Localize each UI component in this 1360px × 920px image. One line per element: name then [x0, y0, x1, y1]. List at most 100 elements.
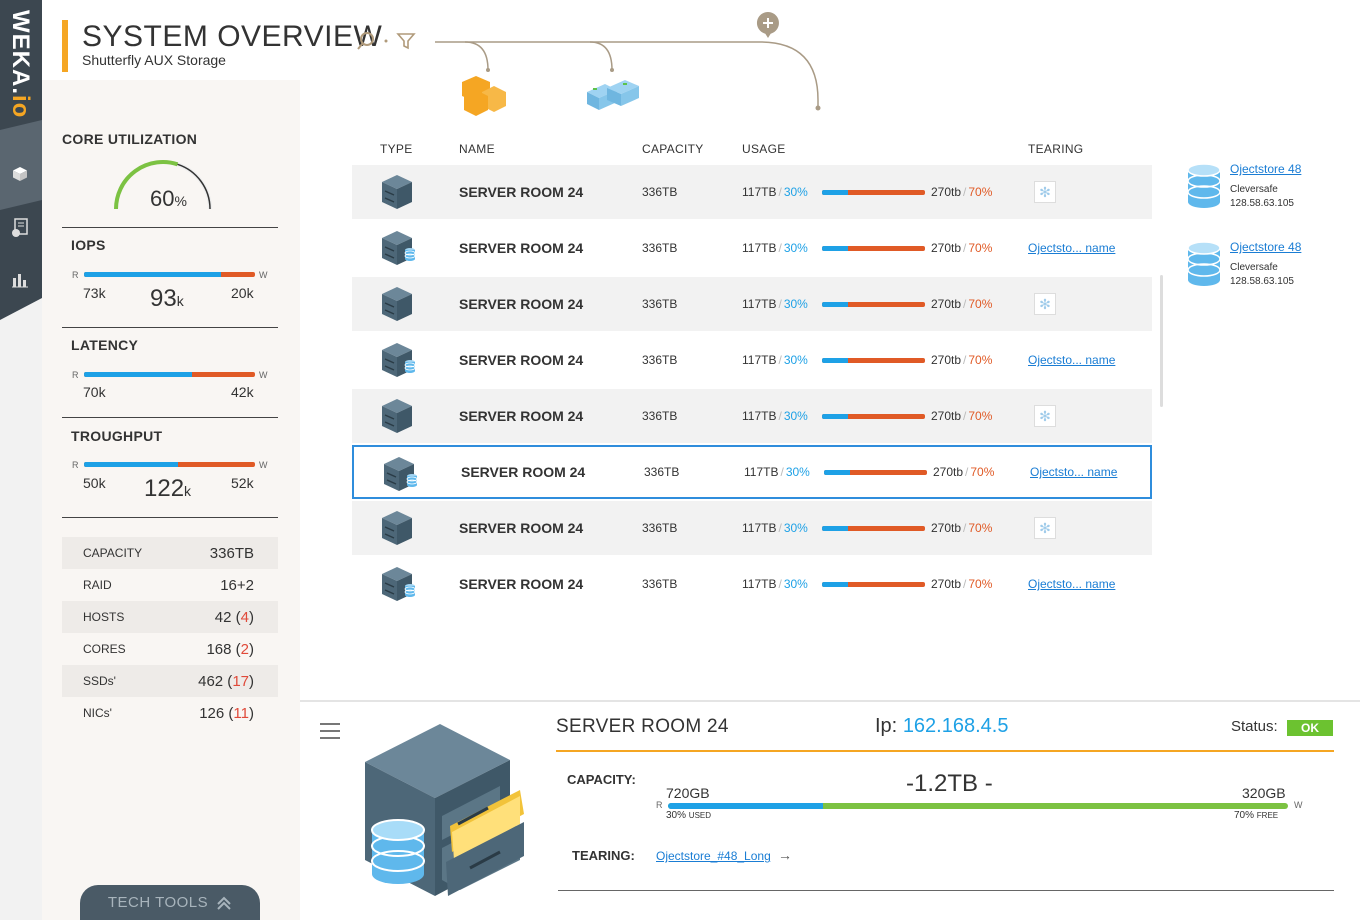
stats-value: 336TB [209, 544, 254, 562]
row-type [380, 455, 418, 493]
column-header-tiering[interactable]: TEARING [1028, 142, 1084, 156]
table-row[interactable]: SERVER ROOM 24 336TB 117TB/30% 270tb/70% Oje… [352, 333, 1152, 387]
stats-label: CAPACITY [83, 546, 143, 560]
gear-icon[interactable]: ✻ [1034, 293, 1056, 315]
row-tiering-link[interactable]: Ojectsto... name [1030, 465, 1118, 479]
cluster-node-icon[interactable] [462, 76, 508, 116]
stats-warning-count: 11 [233, 704, 249, 722]
row-capacity: 336TB [642, 353, 678, 367]
row-capacity: 336TB [642, 241, 678, 255]
column-header-type[interactable]: TYPE [380, 142, 413, 156]
stats-row-raid: RAID 16+2 [62, 569, 278, 601]
object-store-item[interactable]: Ojectstore 48 Cleversafe 128.58.63.105 [1186, 162, 1346, 222]
iops-read-marker: R [72, 270, 79, 280]
row-usage-fill [822, 301, 848, 307]
row-tiering-link[interactable]: Ojectsto... name [1028, 241, 1116, 255]
detail-tiering-link[interactable]: Ojectstore_#48_Long [656, 849, 771, 863]
stats-label: CORES [83, 642, 126, 656]
row-free: 270tb/70% [931, 577, 993, 591]
row-usage-fill [822, 581, 848, 587]
bar-chart-icon [12, 274, 28, 288]
storage-servers-icon[interactable] [585, 78, 641, 112]
stats-row-nics: NICs' 126 (11) [62, 697, 278, 729]
rail-cube-button[interactable] [6, 160, 34, 188]
row-usage-bar [822, 189, 925, 195]
detail-capacity-label: CAPACITY: [567, 772, 636, 787]
row-capacity: 336TB [642, 577, 678, 591]
latency-label: LATENCY [71, 337, 139, 353]
row-tiering-link[interactable]: Ojectsto... name [1028, 353, 1116, 367]
core-utilization-gauge [114, 160, 212, 210]
stats-value: 462 (17) [198, 672, 254, 690]
table-row[interactable]: SERVER ROOM 24 336TB 117TB/30% 270tb/70% ✻ [352, 389, 1152, 443]
row-free: 270tb/70% [931, 521, 993, 535]
row-usage-bar [822, 581, 925, 587]
iops-write-value: 20k [231, 285, 254, 301]
gear-icon[interactable]: ✻ [1034, 405, 1056, 427]
detail-read-marker: R [656, 800, 663, 810]
iops-label: IOPS [71, 237, 106, 253]
row-usage-fill [822, 189, 848, 195]
object-store-item[interactable]: Ojectstore 48 Cleversafe 128.58.63.105 [1186, 240, 1346, 300]
table-row[interactable]: SERVER ROOM 24 336TB 117TB/30% 270tb/70% Oje… [352, 221, 1152, 275]
divider [62, 417, 278, 418]
table-row[interactable]: SERVER ROOM 24 336TB 117TB/30% 270tb/70% ✻ [352, 277, 1152, 331]
tech-tools-label: TECH TOOLS [107, 894, 209, 911]
object-store-ip: 128.58.63.105 [1230, 198, 1294, 209]
table-row[interactable]: SERVER ROOM 24 336TB 117TB/30% 270tb/70% ✻ [352, 501, 1152, 555]
stats-warning-count: 2 [240, 640, 249, 658]
detail-capacity-used-fill [668, 803, 823, 809]
rail-stats-button[interactable] [6, 266, 34, 294]
filter-icon[interactable] [395, 30, 417, 52]
system-stats-table: CAPACITY 336TB RAID 16+2 HOSTS 42 (4) CORES… [62, 537, 278, 729]
detail-capacity-free: 320GB [1242, 785, 1286, 801]
page-title: SYSTEM OVERVIEW [82, 20, 383, 53]
double-chevron-up-icon [217, 896, 231, 910]
column-header-name[interactable]: NAME [459, 142, 495, 156]
topology-diagram [435, 41, 821, 111]
search-icon[interactable] [355, 30, 377, 52]
table-row[interactable]: SERVER ROOM 24 336TB 117TB/30% 270tb/70% Oje… [352, 445, 1152, 499]
row-tiering-link[interactable]: Ojectsto... name [1028, 577, 1116, 591]
object-store-name[interactable]: Ojectstore 48 [1230, 162, 1302, 176]
row-type [378, 173, 416, 211]
divider [62, 327, 278, 328]
object-store-name[interactable]: Ojectstore 48 [1230, 240, 1302, 254]
row-free: 270tb/70% [931, 297, 993, 311]
detail-used-percent: 30% USED [666, 810, 712, 821]
row-name: SERVER ROOM 24 [459, 352, 584, 368]
throughput-write-value: 52k [231, 475, 254, 491]
stats-row-hosts: HOSTS 42 (4) [62, 601, 278, 633]
row-type [378, 397, 416, 435]
gear-icon[interactable]: ✻ [1034, 181, 1056, 203]
rail-dark-band [0, 0, 42, 320]
rail-servers-button[interactable] [6, 214, 34, 242]
server-cabinet-illustration [365, 724, 524, 896]
stats-panel [42, 0, 300, 920]
row-name: SERVER ROOM 24 [459, 576, 584, 592]
add-node-icon[interactable] [755, 10, 781, 40]
row-free: 270tb/70% [931, 185, 993, 199]
hamburger-menu-icon[interactable] [320, 722, 342, 740]
table-row[interactable]: SERVER ROOM 24 336TB 117TB/30% 270tb/70% ✻ [352, 165, 1152, 219]
latency-write-value: 42k [231, 384, 254, 400]
column-header-capacity[interactable]: CAPACITY [642, 142, 704, 156]
tech-tools-button[interactable]: TECH TOOLS [80, 885, 260, 920]
table-scrollbar[interactable] [1160, 275, 1163, 407]
arrow-right-icon[interactable]: → [778, 847, 792, 863]
gear-icon[interactable]: ✻ [1034, 517, 1056, 539]
detail-ip-value: 162.168.4.5 [902, 715, 1009, 737]
row-type [378, 509, 416, 547]
latency-write-marker: W [259, 370, 268, 380]
row-usage-fill [822, 413, 848, 419]
database-icon [1187, 163, 1221, 208]
table-row[interactable]: SERVER ROOM 24 336TB 117TB/30% 270tb/70% Oje… [352, 557, 1152, 611]
row-used: 117TB/30% [744, 465, 810, 479]
column-header-usage[interactable]: USAGE [742, 142, 786, 156]
detail-free-percent: 70% FREE [1234, 810, 1279, 821]
detail-tiering-label: TEARING: [572, 848, 635, 863]
row-usage-bar [822, 413, 925, 419]
server-icon [382, 231, 416, 265]
canvas-toolbar [355, 26, 417, 56]
detail-capacity-total: -1.2TB - [906, 770, 993, 797]
